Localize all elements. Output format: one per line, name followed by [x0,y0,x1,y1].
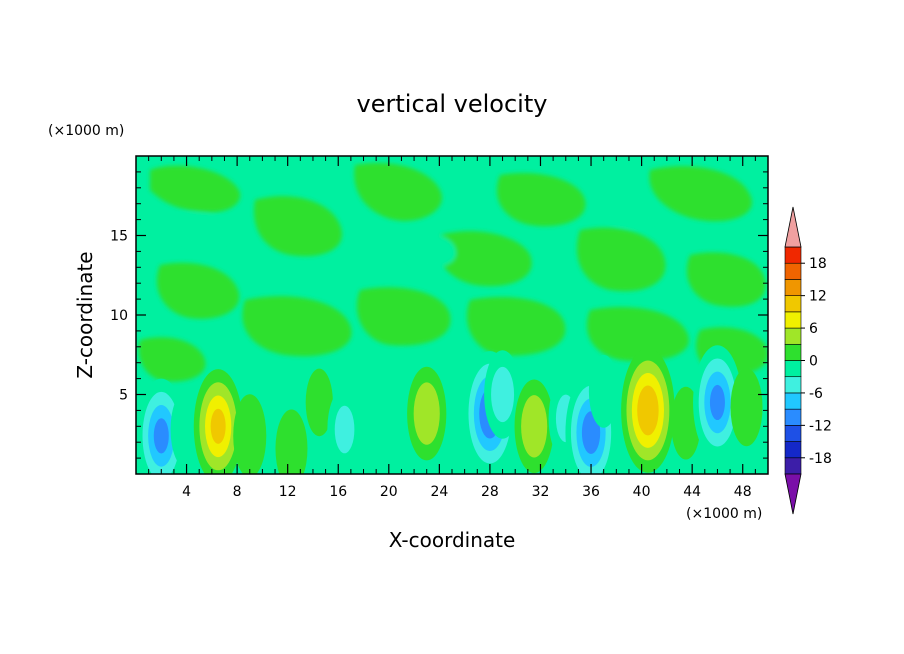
mottle-patch [649,166,752,222]
colorbar-band [784,376,802,394]
mottle-patch [586,307,689,362]
colorbar-band [784,441,802,459]
velocity-cell-3 [193,369,243,474]
colorbar-label: -18 [809,451,832,467]
x-tick-label: 48 [734,484,752,500]
contour-w--6 [334,405,355,454]
colorbar-band [784,262,802,280]
contour-w-3 [305,368,333,437]
velocity-cell-18 [693,345,742,460]
x-tick-label: 8 [233,484,242,500]
contour-w-6 [413,382,440,445]
colorbar: 18 12 6 0 -6 -12 -18 [784,206,832,515]
colorbar-band [784,311,802,329]
colorbar-band [784,343,802,361]
velocity-cells [136,345,763,474]
colorbar-band [784,279,802,296]
velocity-cell-9 [407,366,447,461]
mottle-patch [496,172,586,227]
colorbar-label: -6 [809,386,823,402]
contour-w--3 [588,354,619,428]
colorbar-label: 6 [809,321,818,337]
x-tick-label: 4 [182,484,191,500]
x-tick-label: 16 [329,484,347,500]
y-tick-label: 15 [110,229,128,245]
x-tick-label: 36 [582,484,600,500]
colorbar-band [784,295,802,313]
y-axis: 5 10 15 [110,171,768,459]
contour-w-12 [210,408,226,444]
mottle-patch [138,337,206,382]
plot-field [136,156,768,474]
mottle-patch [150,165,241,213]
upper-mottle [138,162,768,382]
y-axis-label: Z-coordinate [73,251,97,378]
y-tick-label: 5 [119,388,128,404]
colorbar-band [784,360,802,378]
contour-w--6 [491,366,515,423]
colorbar-band [784,392,802,410]
x-axis: 4 8 12 16 20 24 28 32 36 40 44 48 [148,156,756,500]
colorbar-bottom-arrow [784,473,802,515]
mottle-patch [176,213,229,248]
colorbar-label: 18 [809,256,827,272]
velocity-cell-14 [565,372,617,474]
y-tick-label: 10 [110,308,128,324]
contour-w--3 [170,390,203,469]
mottle-patch [576,227,666,292]
mottle-patch [354,162,442,221]
mottle-patch [356,287,451,346]
mottle-patch [437,231,532,287]
contour-w-3 [275,409,308,474]
mottle-patch [686,252,766,307]
mottle-patch [466,297,566,356]
colorbar-label: 0 [809,354,818,370]
chart-title: vertical velocity [357,90,548,118]
contour-w-2 [233,394,267,474]
contour-w-6 [521,395,548,458]
x-tick-label: 32 [532,484,550,500]
colorbar-label: -12 [809,418,832,434]
colorbar-band [784,425,802,442]
mottle-patch [254,196,342,257]
x-tick-label: 20 [380,484,398,500]
velocity-cell-4 [233,394,267,474]
y-unit-label: (×1000 m) [48,123,124,139]
contour-w-3 [730,368,763,447]
contour-w--3 [356,389,384,457]
velocity-cell-19 [730,368,763,447]
x-tick-label: 28 [481,484,499,500]
colorbar-label: 12 [809,289,827,305]
velocity-cell-6 [305,368,333,437]
contour-w--12 [709,384,725,421]
velocity-cell-15 [588,354,619,428]
colorbar-top-arrow [784,206,802,248]
x-tick-label: 24 [430,484,448,500]
velocity-cell-5 [275,409,308,474]
colorbar-band [784,327,802,345]
velocity-cell-12 [514,379,554,474]
mottle-patch [604,193,657,228]
x-tick-label: 44 [683,484,701,500]
x-unit-label: (×1000 m) [686,506,762,522]
contour-w-12 [637,385,659,436]
velocity-cell-16 [621,348,675,473]
mottle-patch [242,296,352,357]
colorbar-band [784,246,802,264]
colorbar-band [784,457,802,475]
contour-w--12 [581,411,601,455]
velocity-cell-8 [356,389,384,457]
contour-w--12 [153,418,169,454]
velocity-cell-11 [484,350,521,439]
x-tick-label: 40 [633,484,651,500]
mottle-patch [156,262,240,319]
velocity-cell-2 [170,390,203,469]
x-axis-label: X-coordinate [389,528,516,552]
x-tick-label: 12 [279,484,297,500]
colorbar-band [784,408,802,426]
velocity-cell-7 [327,387,362,472]
mottle-patch [404,233,457,268]
